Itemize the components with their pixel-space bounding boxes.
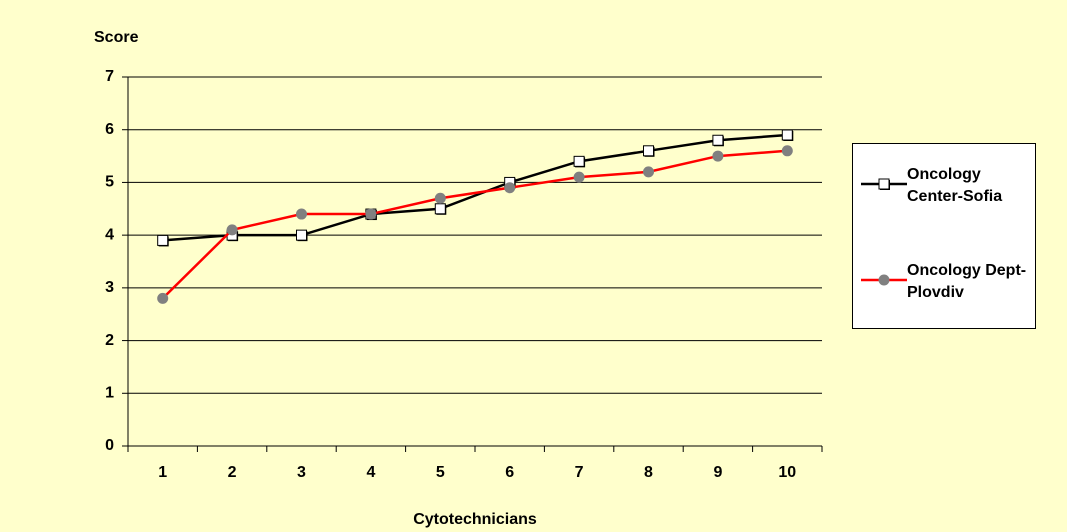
legend-swatch [861, 274, 907, 286]
marker-face [781, 129, 793, 141]
y-tick-label: 0 [105, 437, 114, 454]
marker [878, 274, 890, 286]
legend-label: Oncology Dept-Plovdiv [907, 262, 1027, 301]
series-line [162, 133, 788, 242]
x-tick-label: 10 [778, 464, 796, 481]
x-tick-label: 4 [366, 464, 375, 481]
marker [296, 208, 307, 220]
x-tick-label: 5 [436, 464, 445, 481]
marker [157, 292, 169, 304]
marker [434, 203, 447, 215]
y-axis-label: Score [94, 29, 139, 46]
marker [781, 129, 794, 141]
marker-face [878, 178, 890, 190]
marker [573, 155, 586, 168]
marker [157, 234, 169, 247]
marker-face [296, 229, 307, 241]
x-tick-label: 3 [297, 464, 306, 481]
marker [643, 166, 654, 178]
marker [712, 134, 724, 147]
x-tick-label: 8 [644, 464, 653, 481]
y-tick-label: 4 [105, 226, 114, 243]
x-tick-label: 9 [713, 464, 722, 481]
marker-face [157, 234, 169, 246]
legend: Oncology Center-Sofia Oncology Dept-Plovd… [852, 143, 1036, 329]
marker [434, 192, 446, 204]
x-axis-label: Cytotechnicians [413, 511, 537, 528]
marker-face [712, 134, 724, 146]
x-tick-label: 6 [505, 464, 514, 481]
series-line [161, 149, 788, 300]
x-tick-label: 2 [228, 464, 237, 481]
marker [878, 178, 890, 190]
y-tick-label: 5 [105, 174, 114, 191]
y-tick-label: 2 [105, 332, 114, 349]
y-tick-label: 6 [105, 121, 114, 138]
y-tick-label: 1 [105, 385, 114, 402]
marker [296, 229, 308, 242]
legend-swatch [861, 178, 907, 190]
marker-face [573, 155, 585, 167]
marker [504, 182, 516, 194]
y-tick-label: 3 [105, 279, 114, 296]
marker [365, 208, 377, 220]
marker-face [434, 203, 446, 215]
x-tick-label: 7 [575, 464, 584, 481]
marker [643, 145, 655, 157]
marker [712, 150, 724, 162]
y-tick-label: 7 [105, 68, 114, 85]
legend-label: Oncology Center-Sofia [907, 166, 1003, 205]
x-tick-label: 1 [158, 464, 167, 481]
marker [573, 171, 585, 183]
marker [781, 145, 793, 157]
marker [226, 224, 238, 236]
marker-face [643, 145, 654, 157]
